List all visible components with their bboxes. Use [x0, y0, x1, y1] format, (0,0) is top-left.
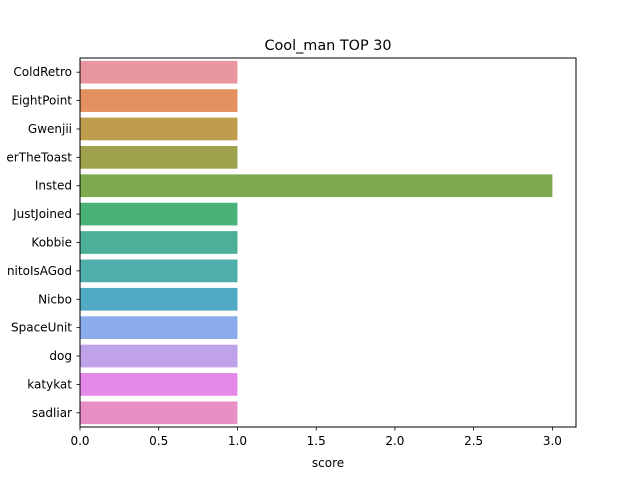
bar	[80, 373, 238, 396]
bar	[80, 89, 238, 112]
y-tick-label: Gwenjii	[28, 122, 72, 136]
y-tick-label: sadliar	[32, 406, 72, 420]
x-ticks-group: 0.0 0.5 1.0 1.5 2.0 2.5 3.0	[70, 427, 562, 448]
y-tick-label: ColdRetro	[13, 65, 72, 79]
bar	[80, 287, 238, 311]
bar	[80, 202, 238, 226]
x-tick-label: 1.5	[307, 434, 326, 448]
bar	[80, 174, 553, 198]
bar	[80, 259, 238, 283]
y-tick-label: nitoIsAGod	[7, 264, 72, 278]
x-tick-label: 2.0	[385, 434, 404, 448]
bar	[80, 145, 238, 169]
y-tick-label: Nicbo	[38, 292, 72, 306]
y-tick-label: katykat	[27, 377, 72, 391]
x-tick-label: 0.0	[70, 434, 89, 448]
bar	[80, 60, 238, 84]
plot-frame	[79, 57, 577, 428]
x-tick-label: 2.5	[464, 434, 483, 448]
x-axis-label: score	[312, 456, 344, 470]
bar	[80, 231, 238, 254]
y-ticks-group: ColdRetro EightPoint Gwenjii erTheToast Inst…	[6, 65, 80, 420]
bars-group	[80, 60, 553, 425]
y-tick-label: dog	[49, 349, 72, 363]
y-tick-label: Kobbie	[31, 236, 72, 250]
y-tick-label: erTheToast	[6, 150, 72, 164]
x-tick-label: 3.0	[543, 434, 562, 448]
bar	[80, 401, 238, 425]
bar	[80, 316, 238, 340]
bar	[80, 344, 238, 368]
x-tick-label: 1.0	[228, 434, 247, 448]
y-tick-label: Insted	[35, 179, 72, 193]
y-tick-label: SpaceUnit	[11, 321, 72, 335]
y-tick-label: EightPoint	[11, 94, 72, 108]
x-tick-label: 0.5	[149, 434, 168, 448]
y-tick-label: JustJoined	[12, 207, 72, 221]
chart-title: Cool_man TOP 30	[264, 38, 391, 54]
bar	[80, 117, 238, 141]
